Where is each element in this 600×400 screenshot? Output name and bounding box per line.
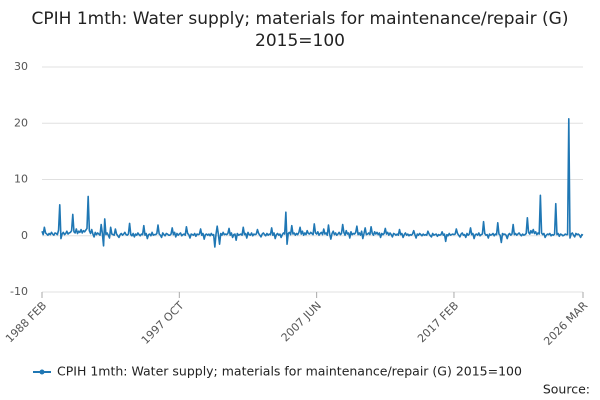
x-tick-label: 1988 FEB: [3, 299, 49, 345]
y-tick-label: 10: [14, 173, 28, 186]
x-tick-label: 2007 JUN: [279, 299, 324, 344]
y-tick-label: 0: [21, 229, 28, 242]
legend-label: CPIH 1mth: Water supply; materials for m…: [57, 364, 522, 379]
y-tick-label: 30: [14, 60, 28, 73]
chart-title: CPIH 1mth: Water supply; materials for m…: [31, 9, 569, 51]
source: Source:: [543, 382, 590, 397]
x-tick-label: 2017 FEB: [415, 299, 461, 345]
data-line: [41, 117, 584, 248]
y-tick-label: -10: [10, 285, 28, 298]
y-tick-label: 20: [14, 116, 28, 129]
legend-marker: [39, 369, 45, 375]
x-tick-label: 1997 OCT: [139, 299, 187, 347]
x-tick-label: 2026 MAR: [541, 299, 590, 348]
